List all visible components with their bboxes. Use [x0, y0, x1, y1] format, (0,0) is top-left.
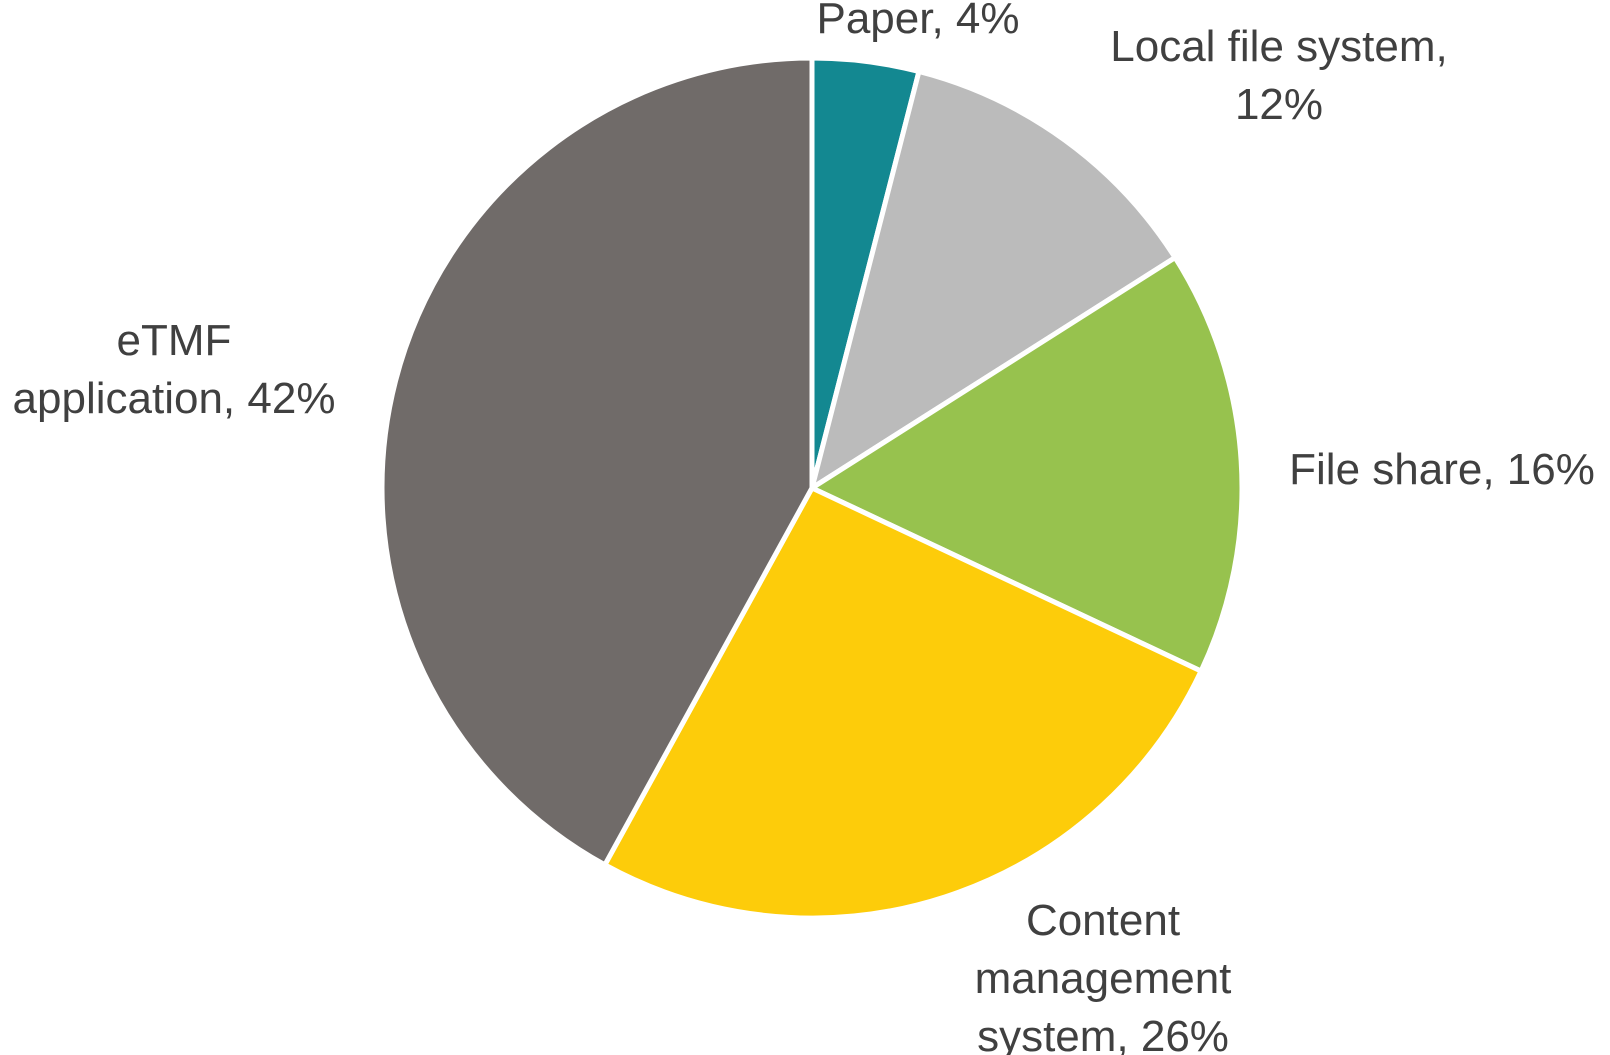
slice-label-line: eTMF	[117, 316, 232, 365]
pie-labels: Paper, 4% Local file system, 12% File share…	[13, 0, 1595, 1055]
slice-label-content-management-system: Content management system, 26%	[975, 896, 1232, 1055]
slice-label-line: Paper, 4%	[816, 0, 1019, 43]
slice-label-line: Content	[1026, 896, 1180, 945]
slice-label-local-file-system: Local file system, 12%	[1110, 22, 1447, 129]
slice-label-line: system, 26%	[977, 1012, 1229, 1055]
slice-label-line: management	[975, 954, 1232, 1003]
slice-label-line: application, 42%	[13, 374, 336, 423]
slice-label-line: Local file system,	[1110, 22, 1447, 71]
pie-slice-file-share	[806, 254, 1245, 675]
slice-label-etmf-application: eTMF application, 42%	[13, 316, 336, 423]
pie-slices	[379, 55, 1245, 921]
pie-slice-etmf-application	[379, 55, 815, 869]
slice-label-paper: Paper, 4%	[816, 0, 1019, 43]
pie-slice-local-file-system	[808, 68, 1179, 494]
slice-label-line: 12%	[1235, 80, 1323, 129]
slice-label-file-share: File share, 16%	[1289, 445, 1595, 494]
slice-label-line: File share, 16%	[1289, 445, 1595, 494]
